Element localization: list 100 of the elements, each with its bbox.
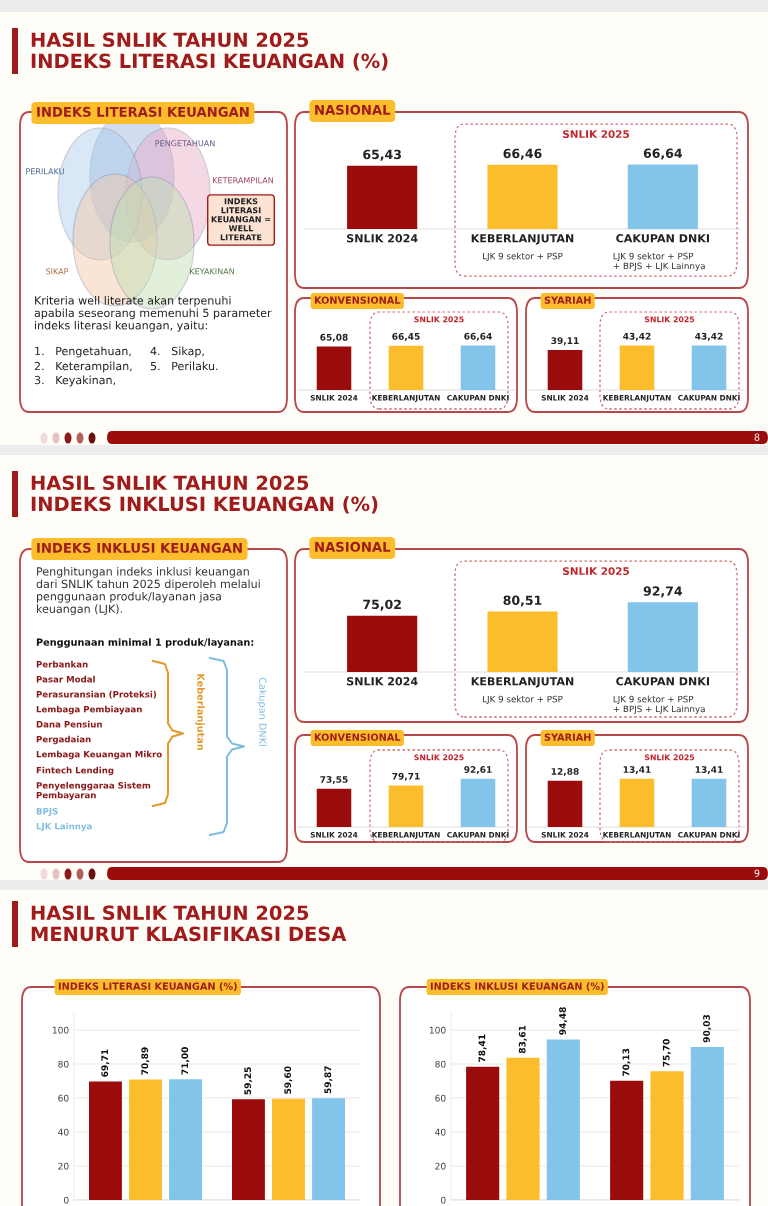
text: KETERAMPILAN [213, 177, 273, 184]
data-label: 75,02 [363, 599, 401, 611]
data-label: 80,51 [503, 595, 542, 607]
text: LJK Lainnya [36, 822, 92, 832]
text: LJK 9 sektor + PSP [483, 695, 563, 705]
data-label: 13,41 [695, 766, 723, 775]
text: 4. Sikap, [150, 346, 204, 358]
data-label: 71,00 [181, 1047, 190, 1075]
text: SIKAP [46, 268, 69, 275]
x-tick-label: KEBERLANJUTAN [471, 234, 574, 245]
y-tick-label: 100 [52, 1026, 69, 1034]
text: Lembaga Keuangan Mikro [36, 750, 162, 760]
bar [129, 1079, 162, 1200]
bar [546, 1039, 580, 1200]
text: 2. Keterampilan, [34, 361, 132, 373]
bar [89, 1081, 122, 1200]
chart-title: SYARIAH [544, 296, 591, 304]
data-label: 59,60 [284, 1066, 293, 1094]
text: Penggunaan minimal 1 produk/layanan: [36, 638, 254, 648]
chart-title: SYARIAH [544, 733, 591, 741]
chart-title: INDEKS INKLUSI KEUANGAN (%) [430, 982, 604, 991]
bar [610, 1080, 644, 1200]
chart-title: KONVENSIONAL [314, 296, 401, 304]
data-label: 12,88 [551, 768, 579, 776]
data-label: 39,11 [551, 337, 579, 346]
text: Cakupan DNKI [257, 677, 267, 746]
y-tick-label: 40 [435, 1128, 446, 1136]
text: INDEKS INKLUSI KEUANGAN [37, 542, 242, 553]
text: PERILAKU [26, 168, 64, 175]
x-tick-label: CAKUPAN DNKI [616, 677, 709, 686]
text: PENGETAHUAN [155, 140, 215, 147]
text: SNLIK 2025 [563, 567, 629, 576]
data-label: 59,87 [324, 1066, 333, 1094]
text: HASIL SNLIK TAHUN 2025 INDEKS LITERASI KEUANGAN (%) [31, 32, 388, 71]
data-label: 73,55 [320, 776, 348, 784]
data-label: 13,41 [623, 766, 651, 775]
bar [232, 1099, 265, 1200]
data-label: 90,03 [703, 1014, 712, 1043]
text: HASIL SNLIK TAHUN 2025 INDEKS INKLUSI KEUANGAN (%) [31, 475, 378, 514]
data-label: 92,61 [464, 766, 492, 775]
data-label: 70,13 [622, 1048, 631, 1077]
y-tick-label: 40 [58, 1128, 69, 1136]
text: INDEKS LITERASI KEUANGAN [37, 106, 249, 117]
x-tick-label: SNLIK 2024 [347, 234, 418, 243]
data-label: 43,42 [695, 332, 723, 341]
text: BPJS [36, 807, 58, 817]
text: Kriteria well literate akan terpenuhi apabila seseorang memenuhi 5 parameter indeks literasi keuangan, yaitu: [34, 296, 272, 332]
text: Penghitungan indeks inklusi keuangan dari SNLIK tahun 2025 diperoleh melalui penggunaan produk/layanan jasa keuangan (LJK). [36, 567, 260, 616]
data-label: 65,43 [363, 149, 401, 161]
data-label: 59,25 [244, 1067, 253, 1095]
data-label: 78,41 [478, 1034, 487, 1062]
data-label: 79,71 [392, 772, 420, 781]
data-label: 70,89 [141, 1047, 150, 1075]
chart-title: KONVENSIONAL [314, 733, 401, 741]
text: 1. Pengetahuan, [35, 346, 131, 358]
y-tick-label: 20 [435, 1162, 446, 1170]
bar [312, 1098, 345, 1200]
y-tick-label: 0 [63, 1196, 69, 1204]
text: HASIL SNLIK TAHUN 2025 MENURUT KLASIFIKASI DESA [31, 905, 347, 942]
bar [169, 1079, 202, 1200]
data-label: 94,48 [559, 1007, 568, 1035]
text: Perasuransian (Proteksi) [36, 690, 157, 699]
text: LJK 9 sektor + PSP + BPJS + LJK Lainnya [613, 695, 705, 714]
text: 3. Keyakinan, [34, 375, 116, 387]
text: LJK 9 sektor + PSP + BPJS + LJK Lainnya [613, 252, 705, 271]
text: 5. Perilaku. [150, 361, 218, 371]
chart-title: NASIONAL [315, 104, 391, 115]
data-label: 69,71 [101, 1049, 110, 1077]
data-label: 66,64 [464, 332, 492, 341]
data-label: 65,08 [320, 333, 348, 342]
text: Pasar Modal [36, 675, 95, 683]
text: 9 [754, 869, 760, 877]
y-tick-label: 60 [58, 1094, 69, 1102]
y-tick-label: 20 [58, 1162, 69, 1170]
text: Keberlanjutan [195, 674, 205, 750]
y-tick-label: 80 [58, 1060, 69, 1068]
data-label: 66,64 [643, 148, 683, 160]
data-label: 66,46 [503, 148, 542, 160]
text: Lembaga Pembiayaan [36, 705, 142, 715]
x-tick-label: CAKUPAN DNKI [616, 234, 709, 243]
bar [650, 1071, 684, 1200]
bar [466, 1066, 500, 1200]
text: LJK 9 sektor + PSP [483, 252, 563, 262]
bar [690, 1046, 724, 1200]
text: Fintech Lending [36, 766, 114, 776]
text: Pergadaian [36, 735, 91, 745]
text: Penyelenggaraa Sistem Pembayaran [36, 781, 151, 801]
y-tick-label: 80 [435, 1060, 446, 1068]
y-tick-label: 60 [435, 1094, 446, 1102]
data-label: 92,74 [643, 586, 683, 598]
text: KEYAKINAN [190, 268, 234, 275]
text: SNLIK 2025 [563, 130, 629, 139]
text: Perbankan [36, 660, 88, 668]
y-tick-label: 100 [429, 1026, 446, 1034]
text: 8 [754, 433, 760, 441]
text: Dana Pensiun [36, 720, 102, 728]
bar [272, 1098, 305, 1200]
data-label: 75,70 [662, 1039, 671, 1067]
chart-title: NASIONAL [315, 541, 391, 552]
data-label: 66,45 [392, 332, 420, 341]
